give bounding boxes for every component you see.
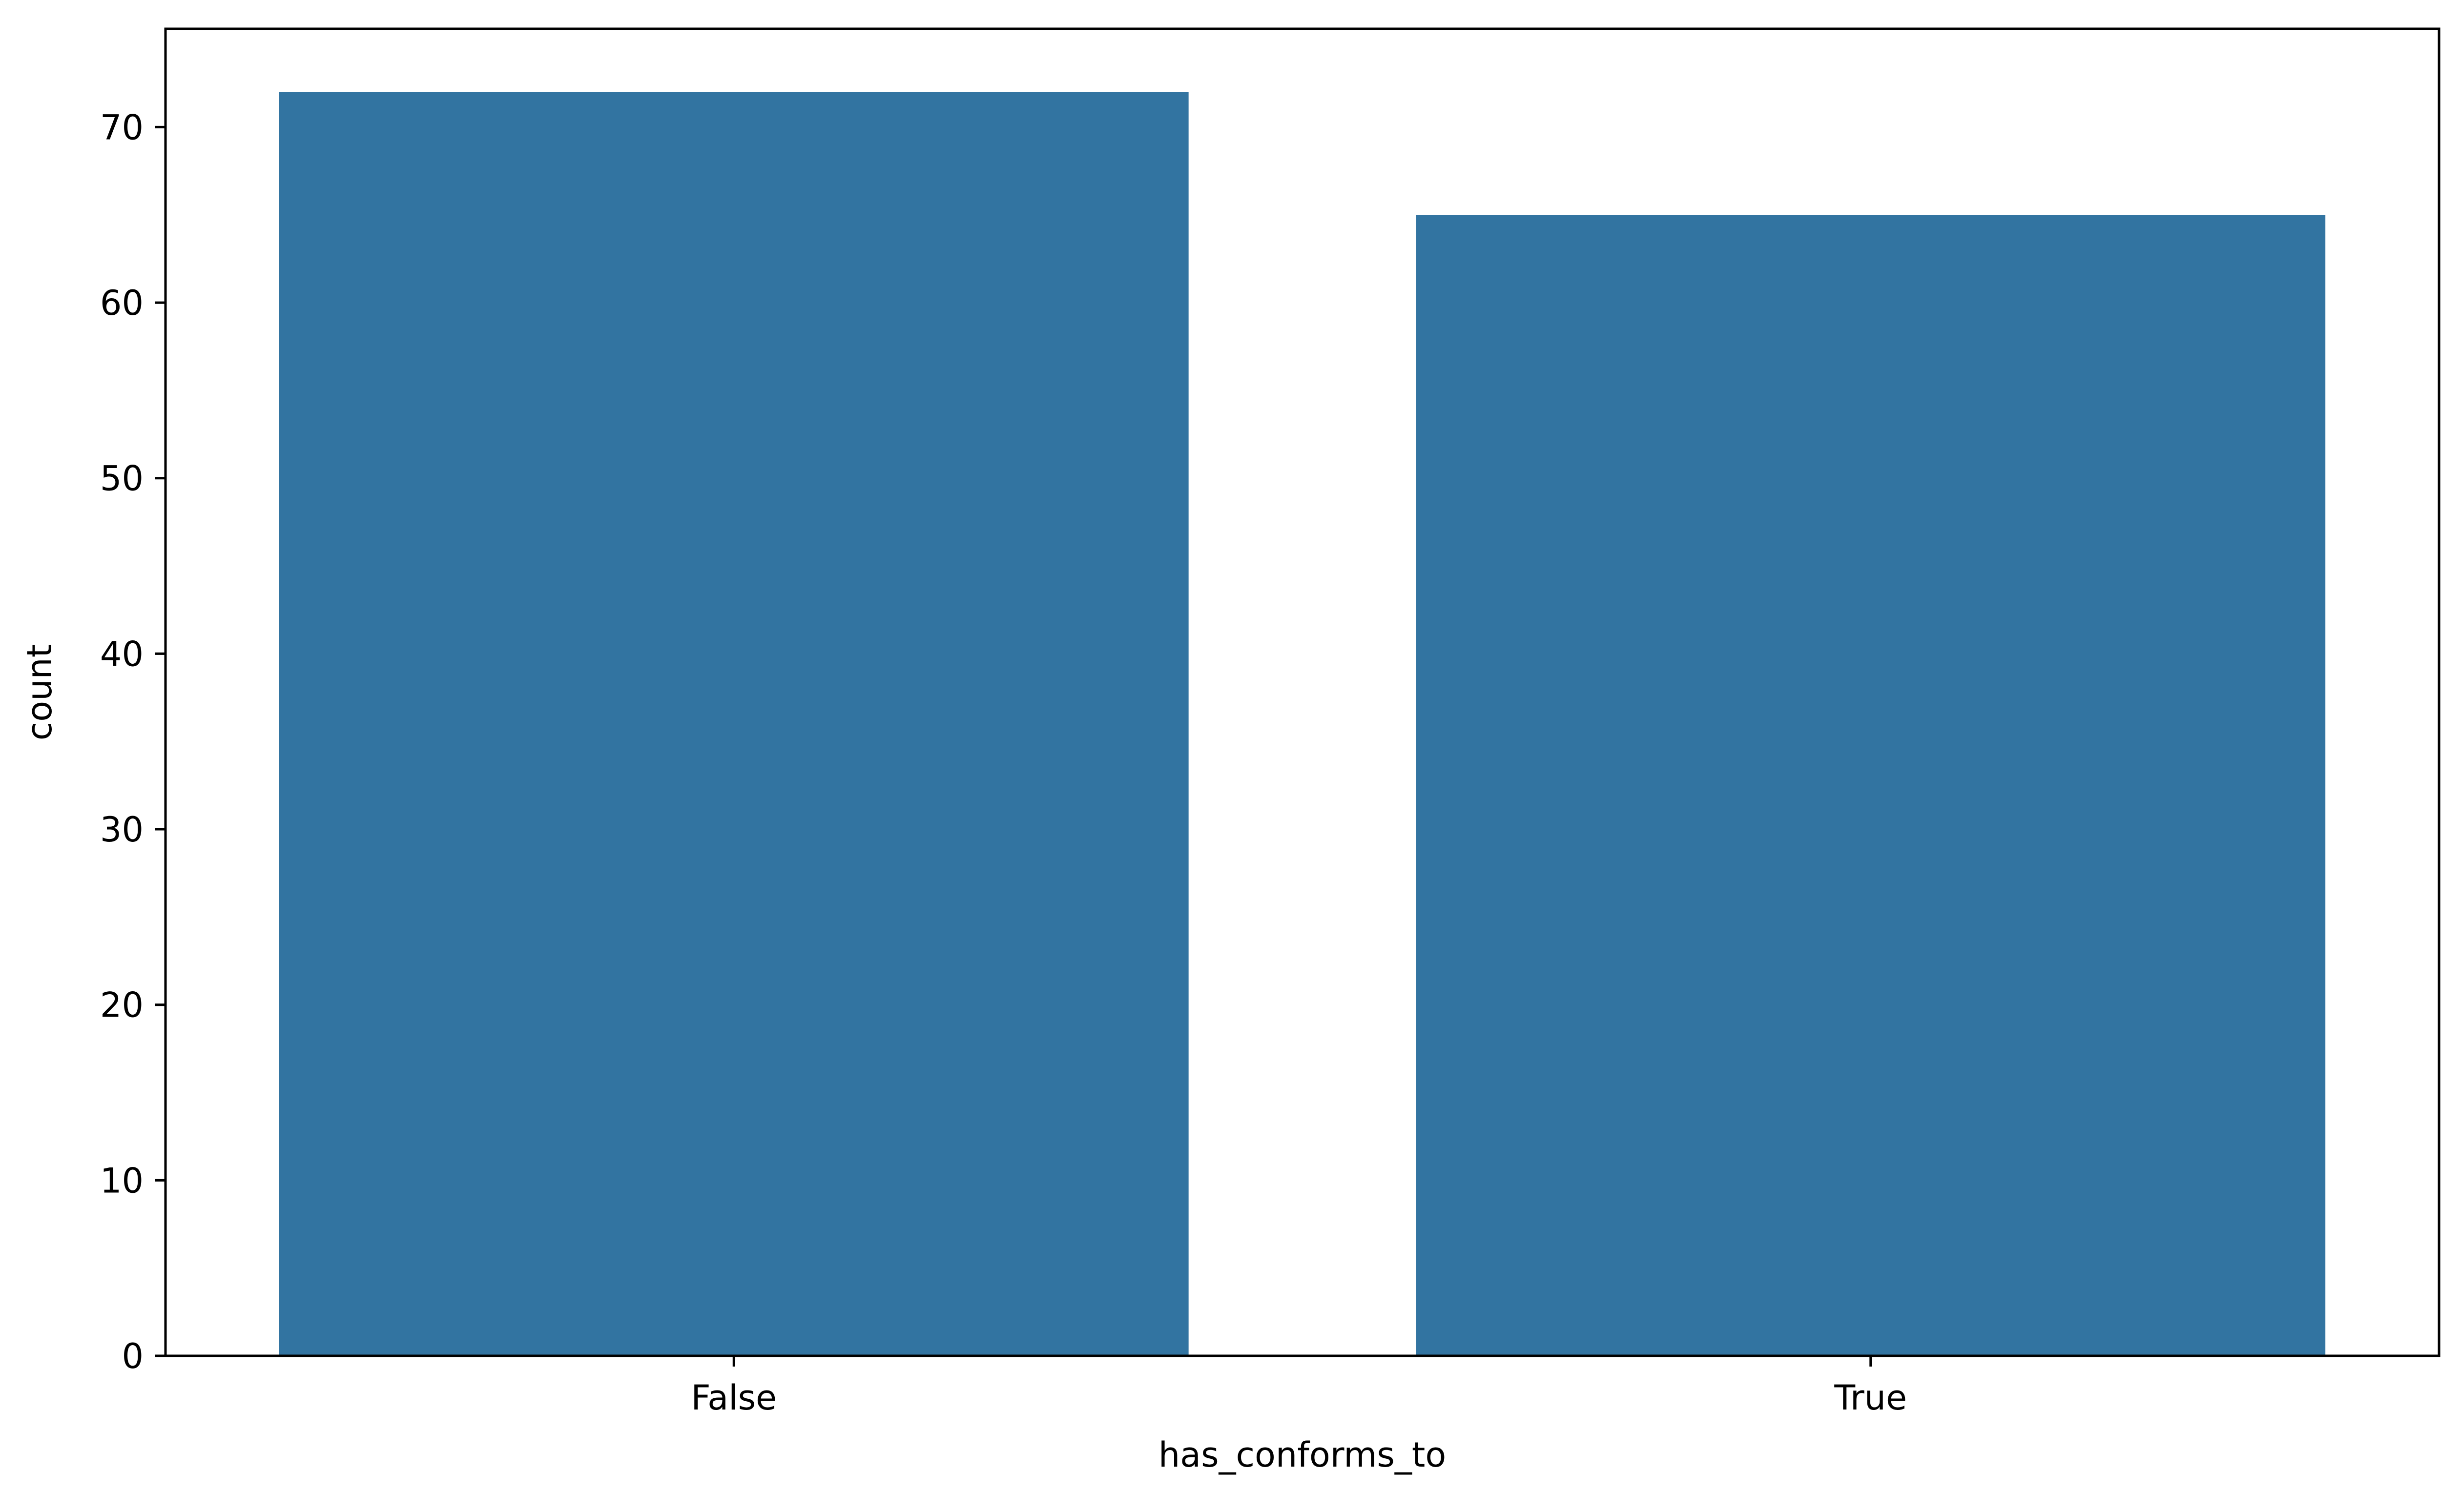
x-tick-label: False bbox=[691, 1378, 777, 1418]
y-tick-label: 20 bbox=[100, 985, 144, 1025]
y-tick-label: 40 bbox=[100, 634, 144, 674]
bars-layer bbox=[279, 92, 2326, 1356]
y-tick-label: 60 bbox=[100, 283, 144, 323]
bar-false bbox=[279, 92, 1189, 1356]
y-tick-label: 10 bbox=[100, 1161, 144, 1201]
y-tick-label: 70 bbox=[100, 107, 144, 147]
bar-true bbox=[1416, 215, 2326, 1356]
y-axis-ticks: 0 10 20 30 40 50 60 70 bbox=[100, 107, 165, 1376]
y-tick-label: 30 bbox=[100, 810, 144, 850]
y-axis-label: count bbox=[20, 644, 60, 741]
x-axis-label: has_conforms_to bbox=[1158, 1435, 1446, 1475]
x-tick-label: True bbox=[1834, 1378, 1907, 1418]
plot-frame bbox=[164, 27, 2441, 1357]
x-axis-ticks: False True bbox=[691, 1356, 1907, 1418]
y-tick-label: 0 bbox=[122, 1336, 144, 1376]
y-tick-label: 50 bbox=[100, 459, 144, 499]
